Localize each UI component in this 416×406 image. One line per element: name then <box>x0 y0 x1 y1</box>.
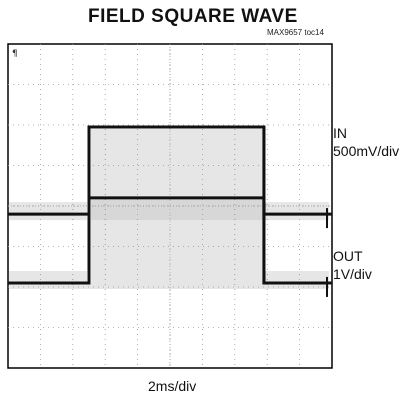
figure-reference: MAX9657 toc14 <box>267 28 324 37</box>
x-axis-label: 2ms/div <box>148 378 197 394</box>
series-out-trace <box>8 196 332 285</box>
series-in-trace <box>8 125 332 216</box>
series-name-in: IN <box>333 125 347 141</box>
series-label-in: IN 500mV/div <box>333 124 399 160</box>
series-label-out: OUT 1V/div <box>333 247 372 283</box>
series-scale-in: 500mV/div <box>333 143 400 159</box>
trigger-marker-icon: ¶ <box>12 49 18 59</box>
series-scale-out: 1V/div <box>333 266 372 282</box>
chart-title: FIELD SQUARE WAVE <box>88 6 298 27</box>
series-name-out: OUT <box>333 248 363 264</box>
